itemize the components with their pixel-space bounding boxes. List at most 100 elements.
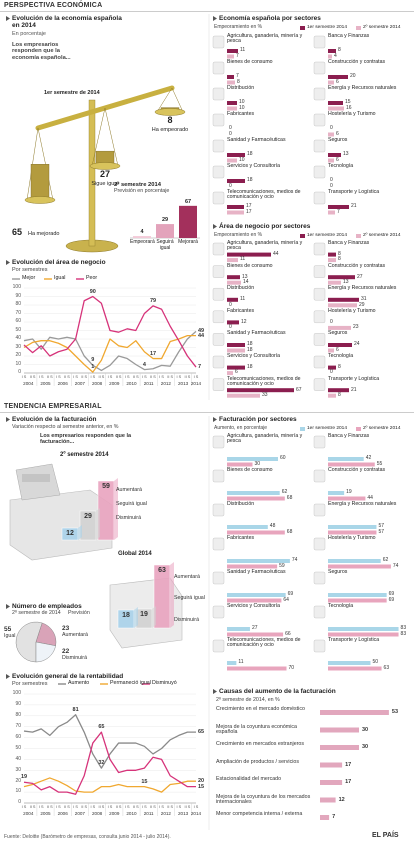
y-tick-label: 0	[18, 799, 21, 806]
value-label: 8	[237, 78, 240, 85]
value-label: 9	[91, 357, 95, 364]
bar	[227, 559, 290, 563]
value-label: 18	[247, 177, 253, 184]
title-marker	[213, 689, 217, 694]
sector-icon	[313, 165, 326, 179]
value-label: 6	[336, 78, 339, 85]
x-tick-label: II S	[167, 805, 174, 809]
sector-icon	[212, 571, 225, 585]
sector-label: Agricultura, ganadería, minería y pesca	[227, 33, 303, 45]
chart-title: Evolución general de la rentabilidad	[12, 673, 124, 680]
value-label: 11	[240, 47, 246, 54]
value-label: 64	[283, 596, 289, 603]
value-label: 8	[338, 250, 341, 257]
value-label: 18	[247, 341, 253, 348]
year-label: 2010	[126, 810, 137, 816]
series-line	[23, 295, 197, 368]
value-label: 7	[198, 364, 202, 371]
x-tick-label: II S	[81, 805, 88, 809]
x-tick-label: II S	[98, 375, 105, 379]
series-line	[23, 714, 196, 769]
value-label: 8	[338, 363, 341, 370]
x-tick-label: I S	[56, 375, 61, 379]
y-tick-label: 90	[15, 292, 21, 299]
bar	[328, 564, 391, 569]
sector-label: Agricultura, ganadería, minería y pesca	[227, 240, 303, 252]
y-tick-label: 80	[15, 301, 21, 308]
value-label: 7	[337, 208, 340, 215]
chart-title: Economía española por sectores	[219, 15, 321, 22]
value-label: 21	[351, 203, 357, 210]
x-tick-label: II S	[115, 375, 122, 379]
x-tick-label: I S	[107, 375, 113, 379]
bar	[328, 343, 352, 347]
sector-icon	[212, 191, 225, 205]
category-label: Aumentará	[62, 631, 88, 638]
value-label: 0	[229, 182, 232, 189]
bar	[227, 280, 241, 285]
sector-label: Servicios y Consultoría	[227, 163, 281, 169]
brand: EL PAÍS	[372, 832, 399, 839]
category-label: Sigue igual	[91, 181, 119, 187]
x-tick-label: II S	[184, 805, 191, 809]
source-note: Fuente: Deloitte (Barómetro de empresas,…	[4, 834, 171, 840]
x-tick-label: II S	[184, 375, 191, 379]
y-tick-label: 10	[15, 360, 21, 367]
sector-icon	[212, 355, 225, 369]
cause-label: Ampliación de productos / servicios	[216, 758, 300, 765]
category-label: Seguirá igual	[174, 595, 205, 601]
value-label: 17	[246, 208, 252, 215]
category-label: Ha empeorado	[151, 127, 189, 133]
x-tick-label: I S	[193, 805, 199, 809]
sector-icon	[313, 639, 326, 653]
value-label: 63	[158, 567, 166, 574]
value-label: 79	[149, 297, 157, 304]
value-label: 29	[84, 513, 92, 520]
x-tick-label: II S	[167, 375, 174, 379]
bar	[328, 275, 355, 280]
cause-label: Crecimiento en mercados extranjeros	[216, 741, 305, 747]
y-tick-label: 0	[18, 369, 21, 376]
category-label: Igual	[4, 632, 16, 639]
pan-string	[26, 127, 39, 201]
value-label: 19	[140, 611, 148, 618]
sector-icon	[313, 139, 326, 153]
y-tick-label: 90	[15, 701, 21, 708]
sector-label: Telecomunicaciones, medios de comunicaci…	[227, 189, 301, 201]
x-tick-label: II S	[46, 805, 53, 809]
category-label: Mejorará	[178, 239, 198, 245]
sector-label: Energía y Recursos naturales	[328, 501, 397, 507]
bar	[328, 101, 343, 105]
value-label: 29	[359, 301, 365, 308]
title-marker	[6, 16, 10, 21]
sector-label: Construcción y contratas	[328, 262, 386, 269]
value-label: 10	[239, 104, 245, 111]
pie-slice	[35, 641, 56, 663]
sector-icon	[212, 469, 225, 483]
value-label: 0	[330, 177, 333, 184]
chart-subtitle: Empeoramiento en %	[214, 24, 263, 30]
value-label: 68	[286, 528, 293, 535]
bar	[328, 75, 348, 79]
chart-note: Previsión	[68, 610, 90, 616]
value-label: 11	[238, 659, 244, 666]
sector-label: Transporte y Logística	[328, 189, 380, 195]
x-tick-label: I S	[124, 805, 130, 809]
value-label: 67	[184, 198, 192, 205]
value-label: 18	[247, 346, 253, 353]
value-label: 10	[239, 156, 245, 163]
bar	[328, 280, 341, 285]
value-label: 0	[330, 318, 333, 325]
bar	[227, 258, 238, 263]
y-tick-label: 30	[15, 343, 21, 350]
scale-pan	[154, 108, 186, 116]
pan-string	[156, 87, 173, 113]
x-tick-label: II S	[29, 375, 36, 379]
y-tick-label: 60	[15, 318, 21, 325]
bar	[328, 393, 336, 398]
year-label: 2014	[190, 810, 202, 816]
chart-title: 2º semestre 2014	[114, 182, 161, 188]
sector-icon	[212, 35, 225, 49]
value-label: 6	[336, 346, 339, 353]
